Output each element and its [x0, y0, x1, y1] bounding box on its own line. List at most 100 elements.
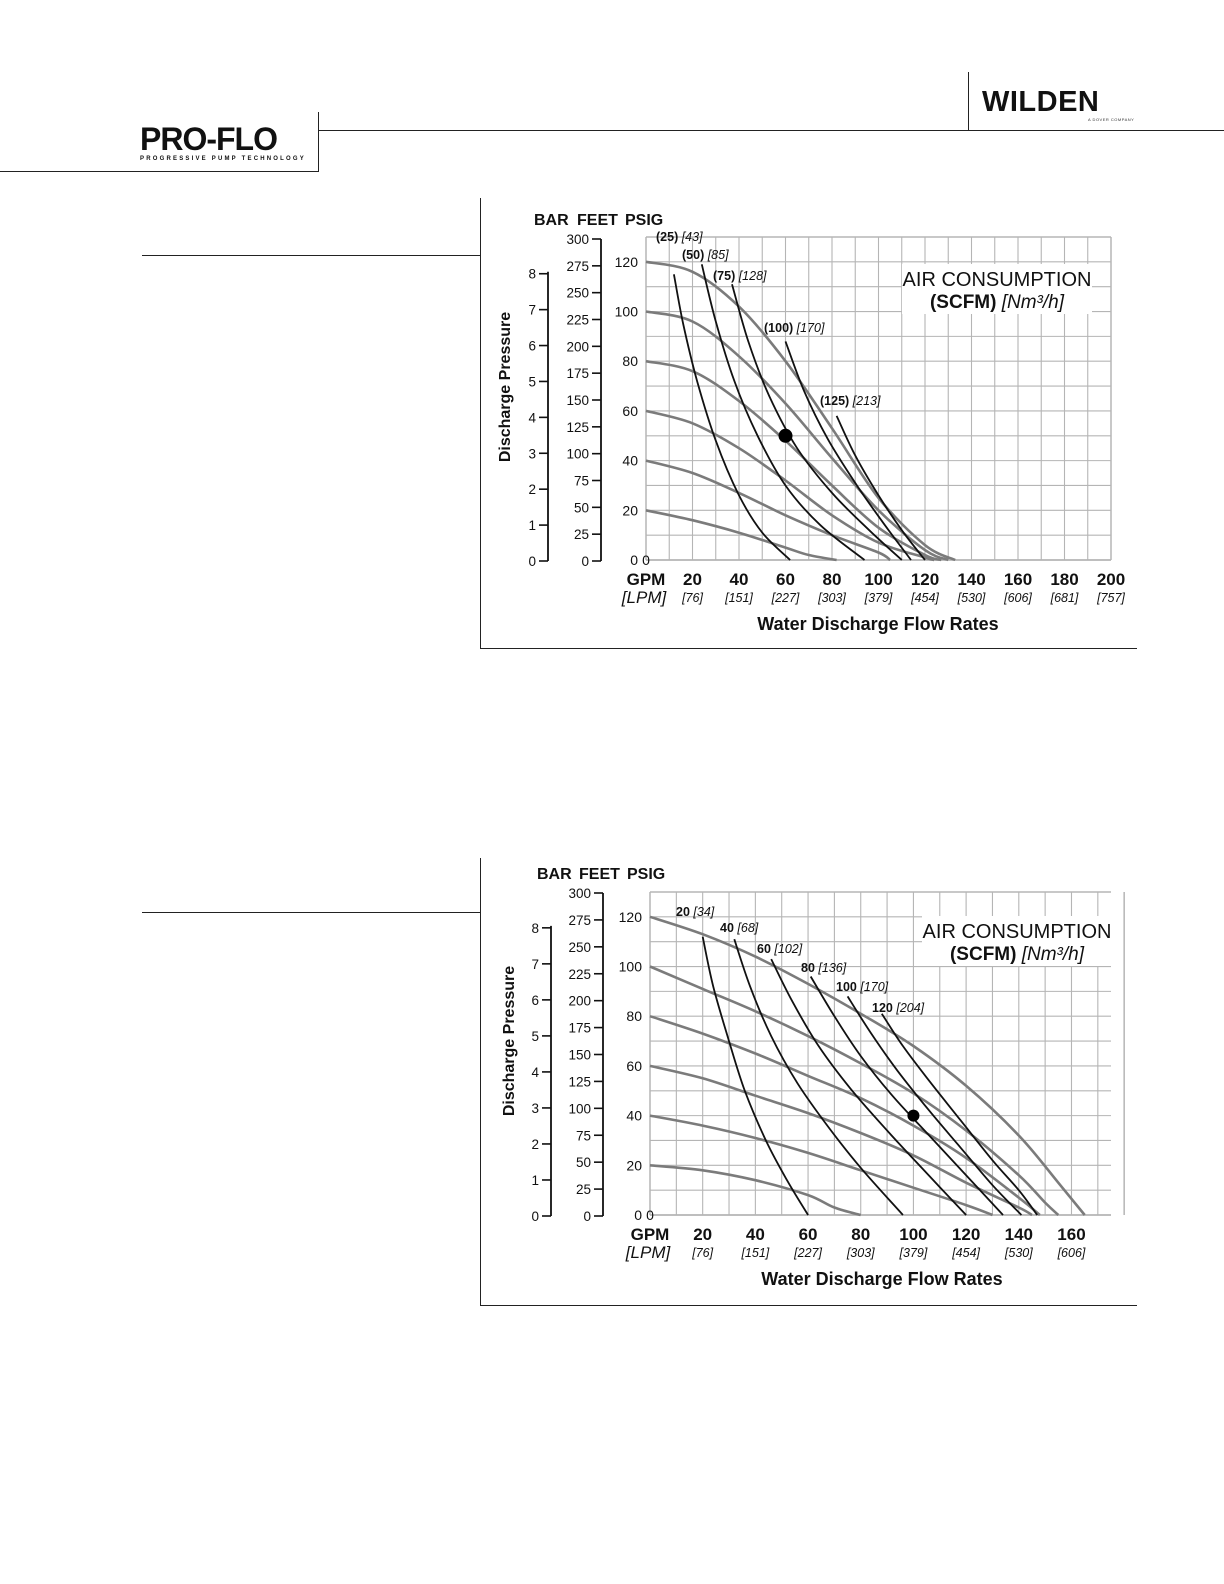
performance-curve [649, 1064, 1033, 1217]
psig-tick-label: 100 [619, 959, 643, 975]
y-axis-title: Discharge Pressure [501, 966, 518, 1116]
psig-zero-label: 0 [642, 552, 650, 568]
header-rule-right-vertical [968, 72, 969, 130]
feet-tick-label: 0 [581, 554, 589, 569]
feet-tick-label: 275 [566, 259, 589, 274]
proflo-tagline: PROGRESSIVE PUMP TECHNOLOGY [140, 156, 306, 162]
air-curve-label-nm3h: [34] [692, 905, 714, 919]
psig-tick-label: 80 [626, 1008, 642, 1024]
feet-tick-label: 75 [576, 1128, 591, 1143]
feet-tick-label: 250 [568, 940, 591, 955]
feet-tick-label: 50 [576, 1155, 591, 1170]
bar-tick-label: 0 [528, 554, 536, 569]
performance-curve [649, 1114, 993, 1217]
air-curve-label: (100) [170] [764, 321, 825, 335]
air-consumption-legend: AIR CONSUMPTION(SCFM) [Nm³/h] [902, 264, 1092, 314]
air-curve-label-nm3h: [213] [852, 394, 881, 408]
performance-curve [645, 359, 942, 562]
gpm-tick-label: 40 [730, 570, 749, 589]
air-curve-label: (50) [85] [682, 248, 729, 262]
feet-tick-label: 225 [568, 967, 591, 982]
bar-tick-label: 3 [528, 446, 536, 461]
air-consumption-curve [846, 995, 1023, 1216]
legend-title: AIR CONSUMPTION [923, 921, 1112, 943]
header-rule-left-vertical [318, 112, 319, 172]
air-consumption-curve [701, 936, 809, 1216]
bar-axis: 8 7 6 5 4 3 2 1 0 [531, 921, 552, 1224]
lpm-tick-label: [151] [724, 591, 753, 605]
section-rule-1 [142, 255, 480, 256]
bar-tick-label: 8 [531, 921, 539, 936]
feet-tick-label: 100 [566, 447, 589, 462]
performance-curve [645, 509, 837, 562]
gpm-tick-label: 60 [776, 570, 795, 589]
lpm-tick-label: [303] [846, 1246, 875, 1260]
bar-tick-label: 6 [531, 993, 539, 1008]
air-curve-label: 60 [102] [757, 942, 803, 956]
performance-chart-2: 20 [34]40 [68]60 [102]80 [136]100 [170]1… [501, 866, 1125, 1289]
gpm-tick-label: 200 [1097, 570, 1125, 589]
air-consumption-curve [673, 274, 791, 561]
legend-subtitle: (SCFM) [Nm³/h] [930, 292, 1065, 313]
feet-tick-label: 25 [574, 527, 589, 542]
air-curve-label: 100 [170] [836, 980, 889, 994]
performance-curve [645, 260, 956, 562]
legend-title: AIR CONSUMPTION [903, 269, 1092, 291]
gpm-tick-label: 160 [1004, 570, 1032, 589]
gpm-tick-label: 140 [1005, 1225, 1033, 1244]
performance-curve [645, 459, 891, 562]
lpm-tick-label: [303] [817, 591, 846, 605]
air-curve-label-scfm: (25) [656, 230, 682, 244]
feet-tick-label: 25 [576, 1182, 591, 1197]
chart-frame-1 [480, 198, 1137, 649]
feet-tick-label: 50 [574, 500, 589, 515]
lpm-tick-label: [227] [793, 1246, 822, 1260]
air-curve-label-nm3h: [85] [707, 248, 729, 262]
gpm-tick-label: 100 [899, 1225, 927, 1244]
gpm-tick-label: 60 [799, 1225, 818, 1244]
gpm-tick-label: 20 [683, 570, 702, 589]
air-consumption-curve [784, 341, 912, 561]
psig-tick-label: 20 [622, 502, 638, 518]
bar-tick-label: 3 [531, 1101, 539, 1116]
lpm-tick-label: [379] [899, 1246, 928, 1260]
bar-unit-label: BAR [534, 212, 569, 229]
air-curve-label-nm3h: [204] [895, 1001, 924, 1015]
psig-tick-label: 20 [626, 1157, 642, 1173]
operating-point [907, 1109, 920, 1122]
gpm-tick-label: 140 [957, 570, 985, 589]
feet-tick-label: 100 [568, 1101, 591, 1116]
legend-background [902, 264, 1092, 314]
air-consumption-curve [731, 283, 903, 561]
y-axis-title: Discharge Pressure [497, 312, 514, 462]
bar-tick-label: 1 [528, 518, 536, 533]
air-curve-label-scfm: 20 [676, 905, 693, 919]
air-curve-label: 80 [136] [801, 961, 847, 975]
psig-tick-label: 0 [630, 552, 638, 568]
feet-tick-label: 150 [568, 1048, 591, 1063]
lpm-tick-label: [606] [1003, 591, 1032, 605]
plot-grid [645, 236, 1112, 561]
air-curve-label: (25) [43] [656, 230, 703, 244]
gpm-tick-label: 120 [911, 570, 939, 589]
psig-tick-label: 40 [626, 1108, 642, 1124]
gpm-tick-label: 180 [1050, 570, 1078, 589]
lpm-tick-label: [530] [957, 591, 986, 605]
bar-tick-label: 2 [528, 482, 536, 497]
header-rule-left-box [0, 171, 318, 172]
air-consumption-curve [809, 976, 1004, 1216]
psig-tick-label: 60 [622, 403, 638, 419]
air-curve-label: (75) [128] [713, 269, 767, 283]
feet-tick-label: 125 [568, 1074, 591, 1089]
gpm-unit-label: GPM [627, 570, 666, 589]
x-axis-title: Water Discharge Flow Rates [761, 1269, 1002, 1289]
psig-tick-label: 120 [619, 909, 643, 925]
feet-tick-label: 75 [574, 474, 589, 489]
chart-frame-2 [480, 858, 1137, 1306]
air-curve-label: (125) [213] [820, 394, 881, 408]
gpm-tick-label: 120 [952, 1225, 980, 1244]
performance-curve [649, 1014, 1041, 1217]
operating-point [778, 428, 793, 443]
gpm-tick-label: 20 [693, 1225, 712, 1244]
air-curve-label-scfm: (100) [764, 321, 797, 335]
